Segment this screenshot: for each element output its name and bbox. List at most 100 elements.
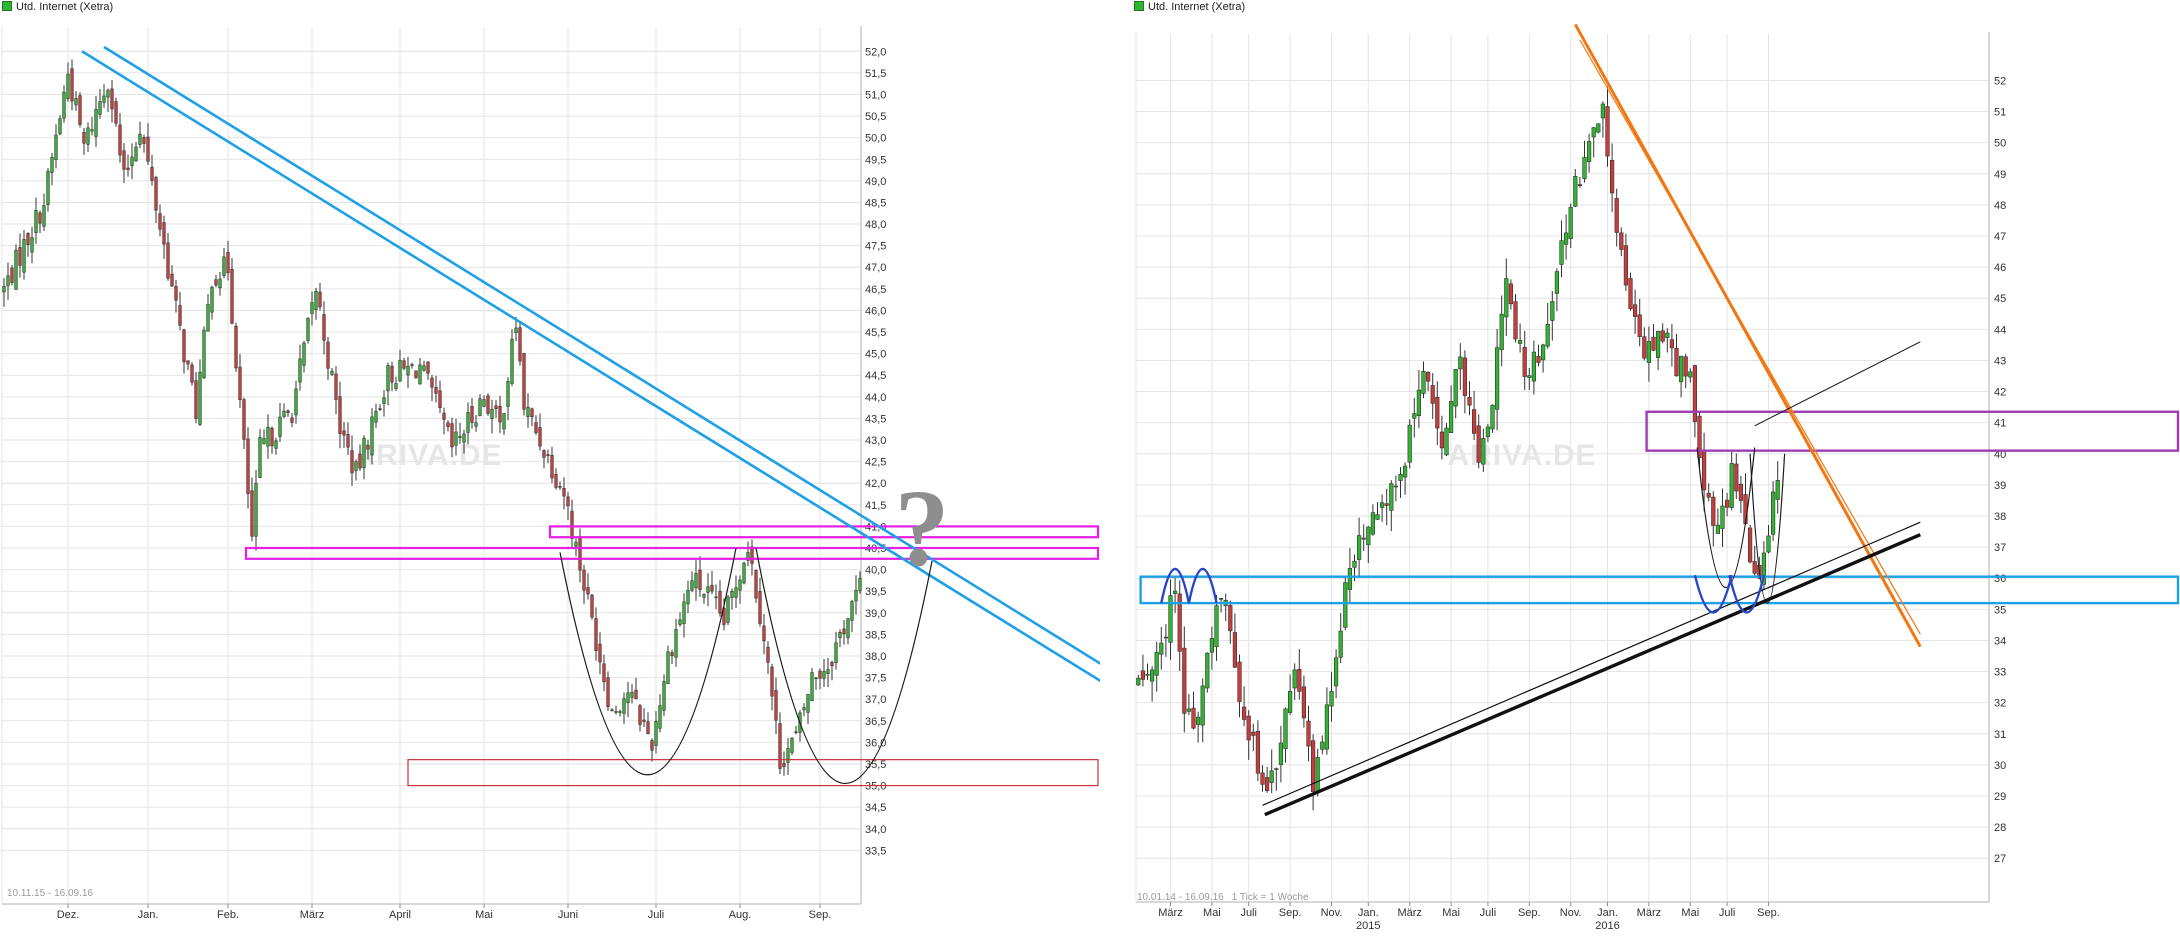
- candle-down: [366, 444, 370, 450]
- y-tick-label: 31: [1994, 729, 2006, 741]
- right-chart-panel: Utd. Internet (Xetra) 52 51 50 49 48 47 46 45 44…: [1132, 0, 2180, 938]
- candle-up: [54, 134, 58, 160]
- candle-up: [422, 365, 426, 371]
- candle-up: [418, 364, 422, 385]
- candle-up: [1563, 232, 1569, 245]
- y-tick-label: 45,5: [865, 327, 886, 339]
- candle-up: [814, 677, 818, 680]
- candle-down: [1674, 347, 1679, 377]
- x-tick-label: Jan.: [138, 909, 159, 921]
- candle-down: [242, 399, 246, 440]
- candle-up: [1149, 669, 1155, 682]
- candle-up: [1315, 757, 1320, 793]
- wave-arc: [1187, 567, 1218, 604]
- y-tick-label: 38,0: [865, 651, 886, 663]
- candle-up: [1550, 301, 1555, 321]
- y-tick-label: 47: [1994, 231, 2006, 243]
- candle-down: [110, 88, 114, 110]
- candle-up: [694, 573, 698, 589]
- candle-down: [26, 232, 30, 245]
- candle-up: [198, 371, 202, 425]
- bottom-pattern-arc: [755, 547, 933, 784]
- y-tick-label: 39: [1994, 480, 2006, 492]
- candle-up: [1334, 657, 1339, 687]
- candle-down: [118, 124, 122, 156]
- y-tick-label: 40,0: [865, 565, 886, 577]
- candle-down: [154, 177, 158, 211]
- candle-up: [1338, 630, 1343, 658]
- candle-down: [602, 663, 606, 683]
- candle-up: [662, 681, 666, 711]
- candle-down: [250, 490, 254, 537]
- candle-down: [162, 222, 166, 245]
- candle-up: [1545, 323, 1550, 347]
- candle-down: [1536, 356, 1541, 363]
- candle-down: [446, 422, 450, 428]
- candle-up: [558, 486, 562, 488]
- candle-up: [1453, 369, 1458, 407]
- candle-up: [6, 275, 10, 287]
- candle-down: [1425, 371, 1431, 382]
- candle-down: [1697, 415, 1702, 459]
- candle-up: [1504, 278, 1509, 318]
- candle-up: [510, 338, 514, 384]
- y-tick-label: 44: [1994, 324, 2006, 336]
- candle-up: [374, 410, 378, 423]
- candle-down: [1242, 706, 1247, 720]
- candle-up: [134, 146, 138, 162]
- candle-up: [1665, 332, 1670, 339]
- candle-up: [846, 618, 850, 639]
- candle-down: [566, 496, 570, 507]
- x-tick-label: Juni: [558, 909, 578, 921]
- candle-down: [1706, 492, 1711, 498]
- candle-down: [1232, 632, 1237, 668]
- candle-down: [1182, 647, 1187, 714]
- y-tick-label: 51,0: [865, 89, 886, 101]
- candle-up: [1770, 491, 1776, 535]
- y-tick-label: 36,5: [865, 716, 886, 728]
- candle-up: [1517, 340, 1523, 344]
- candle-up: [1292, 669, 1297, 689]
- candle-up: [1448, 401, 1454, 434]
- candle-down: [142, 137, 146, 144]
- candle-down: [194, 380, 198, 419]
- candle-up: [854, 589, 858, 602]
- candle-down: [522, 353, 526, 410]
- x-year-label: 2016: [1595, 920, 1619, 932]
- y-tick-label: 39,0: [865, 608, 886, 620]
- candle-up: [22, 239, 26, 273]
- candle-down: [1467, 396, 1472, 406]
- y-tick-label: 42,5: [865, 457, 886, 469]
- candle-up: [802, 707, 806, 711]
- y-tick-label: 52: [1994, 75, 2006, 87]
- candle-down: [1660, 330, 1665, 342]
- candle-up: [266, 426, 270, 447]
- candle-down: [782, 762, 786, 767]
- candle-up: [618, 711, 622, 713]
- candle-up: [1172, 590, 1178, 594]
- candle-up: [1775, 480, 1780, 500]
- x-year-label: 2015: [1356, 920, 1380, 932]
- candle-down: [246, 438, 250, 494]
- candle-up: [1485, 426, 1491, 438]
- candle-up: [658, 705, 662, 729]
- candle-up: [306, 317, 310, 342]
- candle-down: [1577, 184, 1583, 186]
- y-tick-label: 37,5: [865, 673, 886, 685]
- candle-down: [578, 537, 582, 571]
- candle-up: [1715, 524, 1720, 534]
- candle-down: [818, 670, 822, 679]
- candle-down: [1522, 347, 1527, 377]
- panel-separator: [1100, 0, 1132, 938]
- candle-down: [1260, 772, 1265, 785]
- x-tick-label: April: [389, 909, 411, 921]
- candle-down: [1311, 740, 1316, 792]
- candle-up: [14, 249, 18, 290]
- y-tick-label: 33: [1994, 667, 2006, 679]
- candle-up: [1444, 427, 1449, 456]
- candle-down: [122, 150, 126, 170]
- candle-down: [146, 136, 150, 162]
- candle-down: [794, 731, 798, 734]
- series-marker-icon: [1134, 1, 1144, 11]
- candle-up: [514, 327, 518, 334]
